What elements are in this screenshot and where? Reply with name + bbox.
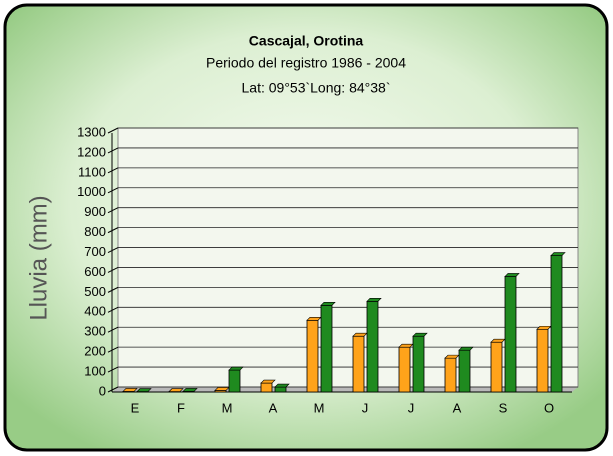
chart-title: Cascajal, Orotina bbox=[249, 33, 364, 49]
bar bbox=[366, 300, 379, 393]
y-tick bbox=[107, 386, 119, 393]
y-tick-label: 800 bbox=[84, 224, 106, 239]
bar bbox=[444, 357, 457, 393]
y-tick-label: 1200 bbox=[77, 144, 106, 159]
bar-top bbox=[136, 388, 152, 392]
y-tick-label: 200 bbox=[84, 344, 106, 359]
bar-top bbox=[260, 379, 276, 384]
bar bbox=[490, 341, 503, 393]
bar-top bbox=[182, 388, 198, 392]
x-tick-label: E bbox=[131, 400, 140, 415]
y-tick-label: 600 bbox=[84, 264, 106, 279]
y-tick-label: 1100 bbox=[78, 164, 106, 179]
y-tick-label: 1300 bbox=[77, 124, 106, 139]
x-tick-label: J bbox=[408, 400, 415, 415]
bar bbox=[536, 328, 549, 393]
bar bbox=[398, 346, 411, 393]
bar bbox=[458, 349, 471, 393]
bar bbox=[320, 304, 333, 393]
bar-top bbox=[550, 252, 566, 256]
y-tick-label: 400 bbox=[84, 304, 106, 319]
bar bbox=[306, 319, 319, 393]
bar-top bbox=[320, 302, 336, 306]
y-tick-label: 0 bbox=[99, 383, 106, 398]
y-tick-label: 100 bbox=[84, 364, 106, 379]
annotation: Lat: 09°53`Long: 84°38` bbox=[242, 80, 391, 96]
x-tick-label: M bbox=[222, 400, 233, 415]
y-tick bbox=[107, 147, 119, 154]
y-tick bbox=[107, 167, 119, 174]
y-tick bbox=[107, 187, 119, 194]
bar bbox=[504, 276, 517, 393]
bar-top bbox=[458, 346, 474, 351]
bar-top bbox=[366, 298, 382, 302]
x-tick-label: M bbox=[314, 400, 325, 415]
bar bbox=[352, 335, 365, 393]
y-tick-label: 700 bbox=[84, 244, 106, 259]
bar bbox=[228, 369, 241, 393]
bar-top bbox=[412, 332, 428, 337]
y-tick-label: 500 bbox=[84, 284, 106, 299]
bar bbox=[260, 382, 273, 393]
y-tick bbox=[107, 207, 119, 214]
y-tick bbox=[107, 366, 119, 373]
bar-top bbox=[168, 388, 184, 392]
x-tick-label: J bbox=[362, 400, 369, 415]
y-axis-label: Lluvia (mm) bbox=[25, 195, 52, 320]
y-tick bbox=[107, 127, 119, 134]
bar bbox=[412, 335, 425, 393]
y-tick bbox=[107, 346, 119, 353]
y-tick-label: 300 bbox=[84, 324, 106, 339]
bar-top bbox=[504, 273, 520, 277]
bar-top bbox=[122, 388, 138, 392]
y-tick bbox=[107, 326, 119, 333]
y-tick-label: 900 bbox=[84, 204, 106, 219]
x-tick-label: S bbox=[499, 400, 508, 415]
y-tick bbox=[107, 306, 119, 313]
y-tick bbox=[107, 286, 119, 293]
bar bbox=[274, 386, 287, 393]
x-tick-label: O bbox=[544, 400, 554, 415]
x-tick-label: A bbox=[453, 400, 462, 415]
bar-top bbox=[228, 366, 244, 371]
y-tick-label: 1000 bbox=[77, 184, 106, 199]
y-tick bbox=[107, 247, 119, 253]
bar-top bbox=[274, 383, 290, 388]
x-tick-label: F bbox=[177, 400, 185, 415]
x-tick-label: A bbox=[269, 400, 278, 415]
y-tick bbox=[107, 227, 119, 234]
y-tick bbox=[107, 267, 119, 273]
bar bbox=[550, 255, 563, 393]
chart-subtitle: Periodo del registro 1986 - 2004 bbox=[206, 55, 406, 71]
